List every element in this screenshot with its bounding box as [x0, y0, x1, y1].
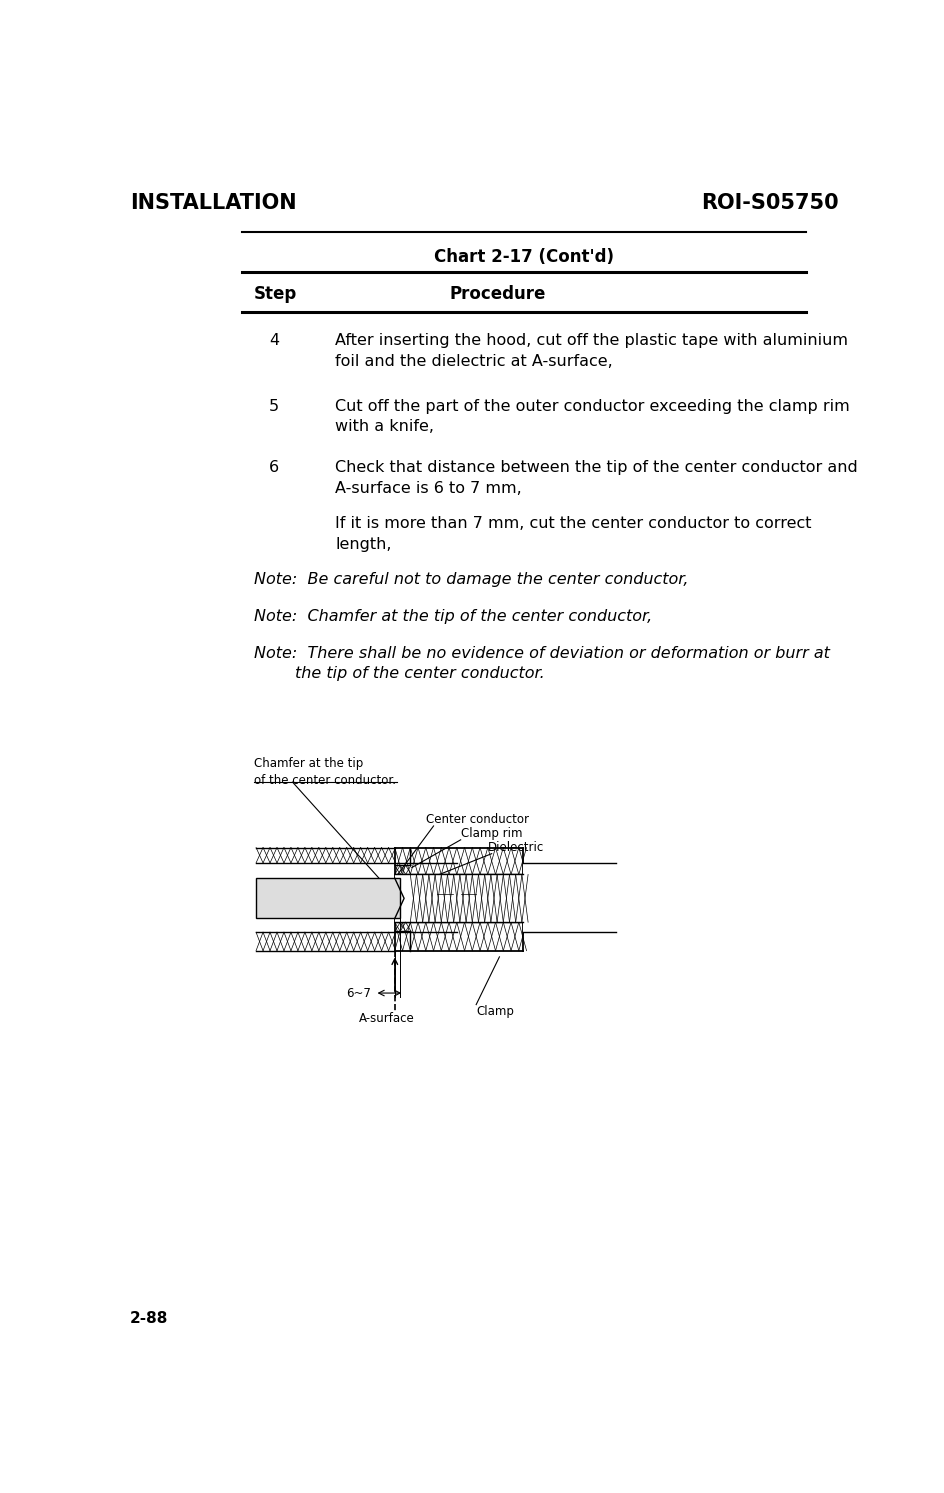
Text: INSTALLATION: INSTALLATION [129, 193, 296, 213]
Text: Note:  Be careful not to damage the center conductor,: Note: Be careful not to damage the cente… [254, 572, 687, 587]
Bar [256, 878, 400, 918]
Text: 6: 6 [269, 460, 279, 475]
Text: Center conductor: Center conductor [426, 814, 529, 826]
Text: 2-88: 2-88 [129, 1311, 168, 1326]
Text: Chart 2-17 (Cont'd): Chart 2-17 (Cont'd) [433, 248, 614, 266]
Text: ROI-S05750: ROI-S05750 [700, 193, 838, 213]
Text: Note:  There shall be no evidence of deviation or deformation or burr at
       : Note: There shall be no evidence of devi… [254, 646, 829, 681]
Text: 4: 4 [269, 333, 279, 348]
Text: 6~7: 6~7 [346, 987, 370, 999]
Text: Chamfer at the tip
of the center conductor.: Chamfer at the tip of the center conduct… [254, 757, 396, 787]
Text: Procedure: Procedure [449, 285, 546, 303]
Text: Note:  Chamfer at the tip of the center conductor,: Note: Chamfer at the tip of the center c… [254, 609, 651, 624]
Text: Dielectric: Dielectric [487, 841, 544, 854]
Text: Clamp: Clamp [476, 1005, 514, 1018]
Text: A-surface: A-surface [359, 1012, 414, 1026]
Text: If it is more than 7 mm, cut the center conductor to correct
length,: If it is more than 7 mm, cut the center … [335, 517, 811, 552]
Bar [522, 863, 615, 932]
Text: 5: 5 [269, 399, 279, 414]
Text: Check that distance between the tip of the center conductor and
A-surface is 6 t: Check that distance between the tip of t… [335, 460, 857, 496]
Text: After inserting the hood, cut off the plastic tape with aluminium
foil and the d: After inserting the hood, cut off the pl… [335, 333, 847, 369]
Bar [395, 875, 522, 923]
Text: Step: Step [254, 285, 296, 303]
Bar [395, 875, 522, 923]
Text: Clamp rim: Clamp rim [460, 827, 522, 841]
Text: Cut off the part of the outer conductor exceeding the clamp rim
with a knife,: Cut off the part of the outer conductor … [335, 399, 849, 434]
